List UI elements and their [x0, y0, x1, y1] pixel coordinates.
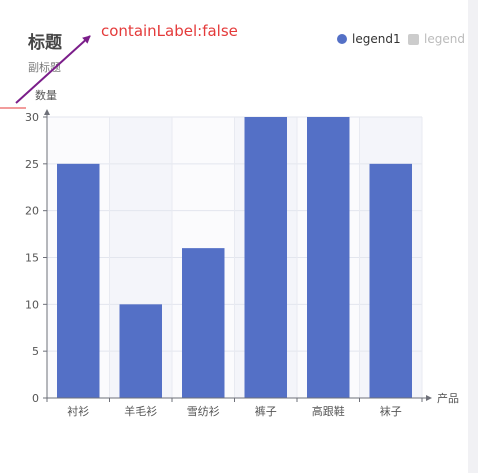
y-tick-labels: 0 5 10 15 20 25 30	[25, 111, 39, 405]
x-tick-label: 裤子	[255, 404, 277, 418]
x-tick-label: 高跟鞋	[312, 404, 345, 418]
y-tick-label: 0	[32, 392, 39, 405]
bar-袜子[interactable]	[369, 163, 413, 398]
x-axis-name: 产品	[437, 391, 459, 405]
chart-title: 标题	[28, 32, 63, 53]
bar-羊毛衫[interactable]	[119, 304, 163, 398]
legend-item-legend1[interactable]: legend1	[337, 32, 401, 46]
y-axis-arrow	[44, 109, 50, 115]
bar-高跟鞋[interactable]	[307, 117, 350, 398]
x-axis-arrow	[426, 395, 432, 401]
bar-series	[57, 117, 412, 398]
x-tick-label: 袜子	[380, 404, 402, 418]
bar-chart: 标题 副标题 containLabel:false legend1 legend…	[0, 22, 465, 418]
x-tick-label: 雪纺衫	[187, 404, 220, 418]
legend: legend1 legend	[337, 32, 465, 46]
scrollbar[interactable]	[468, 0, 478, 473]
y-tick-label: 15	[25, 252, 39, 265]
x-tick-labels: 衬衫 羊毛衫 雪纺衫 裤子 高跟鞋 袜子	[67, 404, 402, 418]
gridline-layer	[47, 116, 423, 398]
annotation-text: containLabel:false	[101, 22, 238, 40]
annotation-arrow	[15, 35, 91, 104]
legend-marker	[337, 34, 347, 44]
y-tick-label: 10	[25, 298, 39, 311]
y-axis-name: 数量	[35, 89, 57, 102]
legend-marker	[408, 34, 419, 45]
x-tick-label: 衬衫	[67, 405, 89, 418]
legend-label: legend1	[352, 32, 401, 46]
y-tick-label: 25	[25, 158, 39, 171]
x-tick-label: 羊毛衫	[124, 404, 157, 418]
bar-裤子[interactable]	[244, 117, 288, 398]
bar-衬衫[interactable]	[57, 163, 100, 398]
legend-label: legend	[424, 32, 465, 46]
y-tick-label: 5	[32, 345, 39, 358]
bar-雪纺衫[interactable]	[182, 248, 225, 398]
legend-item-legend[interactable]: legend	[408, 32, 465, 46]
axis-layer	[43, 109, 432, 402]
y-tick-label: 20	[25, 205, 39, 218]
y-tick-label: 30	[25, 111, 39, 124]
